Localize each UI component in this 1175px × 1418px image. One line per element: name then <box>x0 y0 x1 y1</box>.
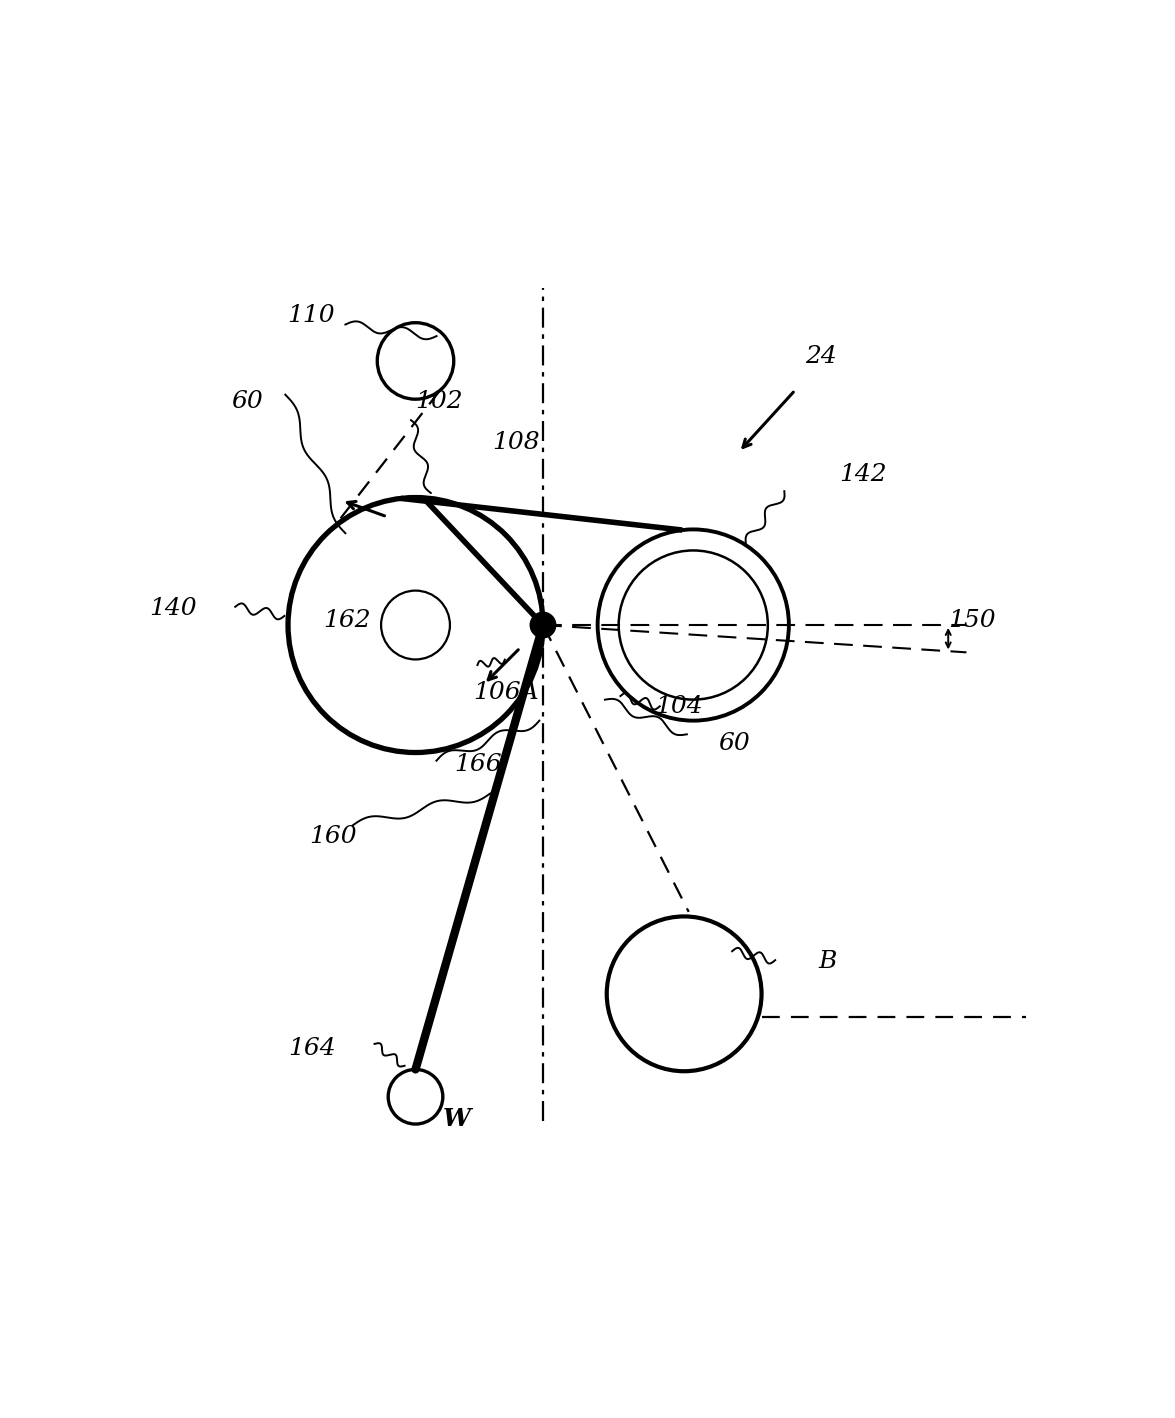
Text: 60: 60 <box>231 390 263 414</box>
Text: W: W <box>443 1106 471 1130</box>
Text: 106A: 106A <box>472 682 538 705</box>
Text: B: B <box>819 950 838 974</box>
Text: 104: 104 <box>654 695 703 719</box>
Text: 164: 164 <box>289 1037 336 1061</box>
Circle shape <box>530 613 556 638</box>
Text: 166: 166 <box>455 753 502 776</box>
Text: 108: 108 <box>492 431 539 454</box>
Text: 140: 140 <box>149 597 197 620</box>
Text: 162: 162 <box>323 608 371 632</box>
Text: 110: 110 <box>287 303 335 328</box>
Text: 150: 150 <box>948 608 996 632</box>
Text: 160: 160 <box>309 825 356 848</box>
Text: 60: 60 <box>719 732 751 754</box>
Text: 142: 142 <box>839 464 887 486</box>
Text: 102: 102 <box>416 390 463 414</box>
Text: 24: 24 <box>805 345 837 367</box>
